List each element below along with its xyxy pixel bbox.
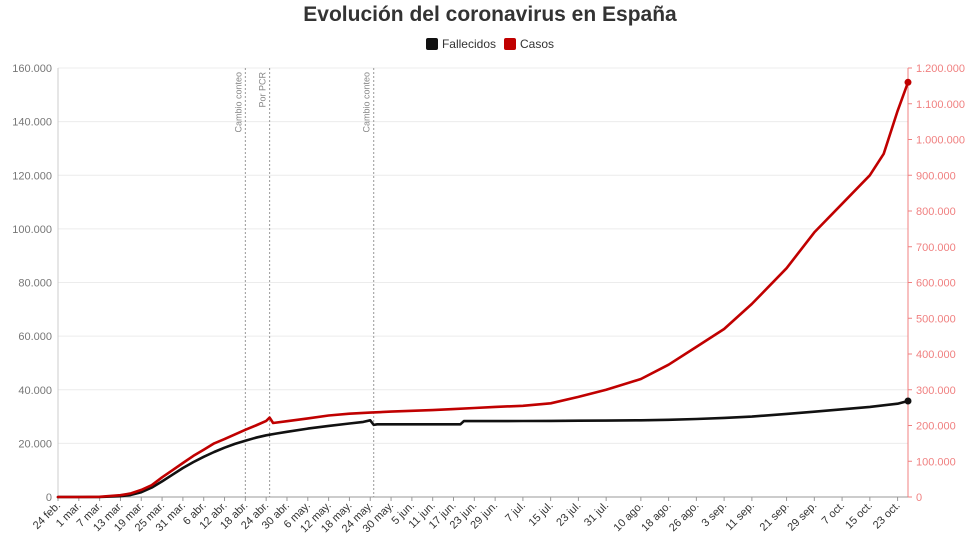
y-right-tick-label: 1.100.000: [916, 99, 965, 111]
annotation-label: Por PCR: [258, 72, 268, 108]
x-tick-label: 15 oct.: [843, 500, 875, 532]
legend-item-fallecidos[interactable]: Fallecidos: [425, 37, 496, 51]
y-left-tick-label: 80.000: [18, 278, 52, 290]
legend: Fallecidos Casos: [0, 37, 980, 51]
x-tick-label: 11 sep.: [724, 500, 757, 533]
series-line-fallecidos: [56, 399, 910, 499]
y-right-tick-label: 700.000: [916, 242, 956, 254]
y-left-tick-label: 160.000: [12, 63, 52, 75]
x-tick-label: 31 jul.: [582, 500, 611, 529]
y-right-tick-label: 1.200.000: [916, 63, 965, 75]
x-tick-label: 26 ago.: [667, 500, 701, 534]
y-left-tick-label: 0: [46, 492, 52, 504]
legend-item-casos[interactable]: Casos: [504, 37, 554, 51]
y-right-tick-label: 1.000.000: [916, 135, 965, 147]
x-tick-label: 18 ago.: [639, 500, 673, 534]
y-left-tick-label: 40.000: [18, 385, 52, 397]
y-left-tick-label: 20.000: [18, 438, 52, 450]
x-tick-label: 7 jul.: [503, 500, 528, 525]
series-end-point-fallecidos: [904, 397, 912, 405]
y-left-tick-label: 60.000: [18, 331, 52, 343]
series-line-casos: [56, 81, 910, 499]
chart-title: Evolución del coronavirus en España: [303, 3, 677, 26]
y-right-tick-label: 300.000: [916, 385, 956, 397]
y-left-tick-label: 140.000: [12, 117, 52, 129]
legend-swatch-casos: [504, 38, 516, 50]
x-tick-label: 21 sep.: [758, 500, 792, 534]
y-right-tick-label: 0: [916, 492, 922, 504]
legend-label-casos: Casos: [520, 37, 555, 51]
x-tick-label: 29 sep.: [785, 500, 819, 534]
x-tick-label: 15 jul.: [527, 500, 556, 529]
annotation-label: Cambio conteo: [362, 72, 372, 133]
y-right-tick-label: 500.000: [916, 313, 956, 325]
legend-swatch-fallecidos: [425, 38, 438, 50]
x-tick-label: 10 ago.: [612, 500, 646, 534]
annotation-label: Cambio conteo: [233, 72, 243, 133]
y-right-tick-label: 100.000: [916, 456, 956, 468]
x-tick-label: 23 jul.: [554, 500, 583, 529]
series-end-point-casos: [904, 78, 912, 86]
y-right-tick-label: 600.000: [916, 278, 956, 290]
y-right-tick-label: 800.000: [916, 206, 956, 218]
x-tick-label: 23 oct.: [871, 500, 903, 532]
y-right-tick-label: 200.000: [916, 421, 956, 433]
y-right-tick-label: 400.000: [916, 349, 956, 361]
y-right-tick-label: 900.000: [916, 170, 956, 182]
legend-label-fallecidos: Fallecidos: [441, 37, 496, 51]
y-left-tick-label: 100.000: [12, 224, 52, 236]
y-left-tick-label: 120.000: [12, 170, 52, 182]
